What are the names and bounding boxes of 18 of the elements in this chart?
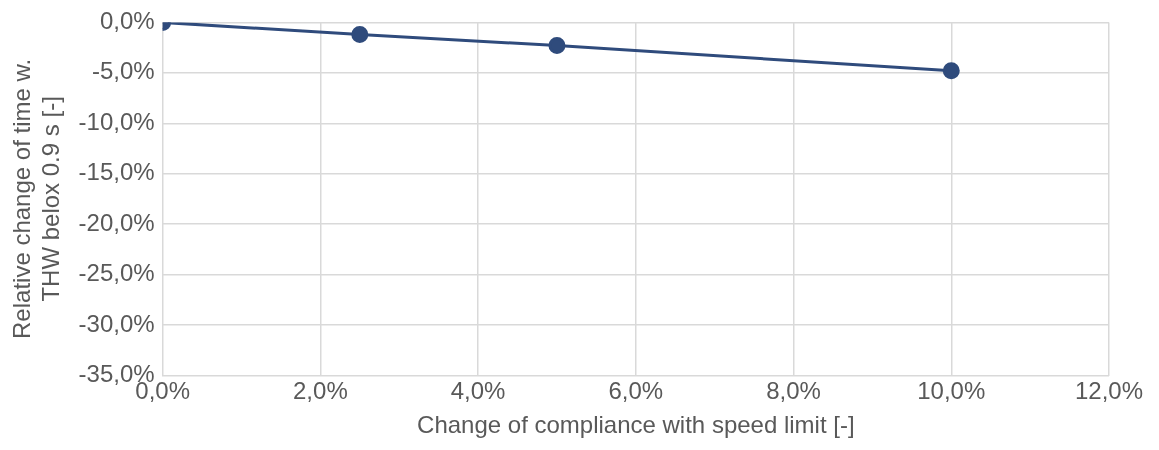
point <box>548 37 566 55</box>
y-tick-label: -10,0% <box>78 107 155 135</box>
y-tick-label: -5,0% <box>91 57 155 85</box>
y-tick-label: 0,0% <box>99 7 155 35</box>
x-tick-label: 6,0% <box>608 377 664 405</box>
x-tick-label: 10,0% <box>917 377 986 405</box>
point <box>942 62 960 80</box>
y-tick-label: -20,0% <box>78 208 155 236</box>
x-tick-label: 4,0% <box>450 377 506 405</box>
point <box>351 26 369 43</box>
x-tick-label: 8,0% <box>766 377 821 405</box>
y-tick-label: -15,0% <box>78 158 155 186</box>
y-tick-label: -30,0% <box>78 309 155 337</box>
y-axis-title: Relative change of time w. THW belox 0.9 s [-] <box>8 58 64 339</box>
x-axis-title: Change of compliance with speed limit [-] <box>417 411 855 439</box>
x-tick-label: 2,0% <box>293 377 348 405</box>
y-tick-label: -25,0% <box>78 259 155 287</box>
x-tick-label: 12,0% <box>1074 377 1144 405</box>
